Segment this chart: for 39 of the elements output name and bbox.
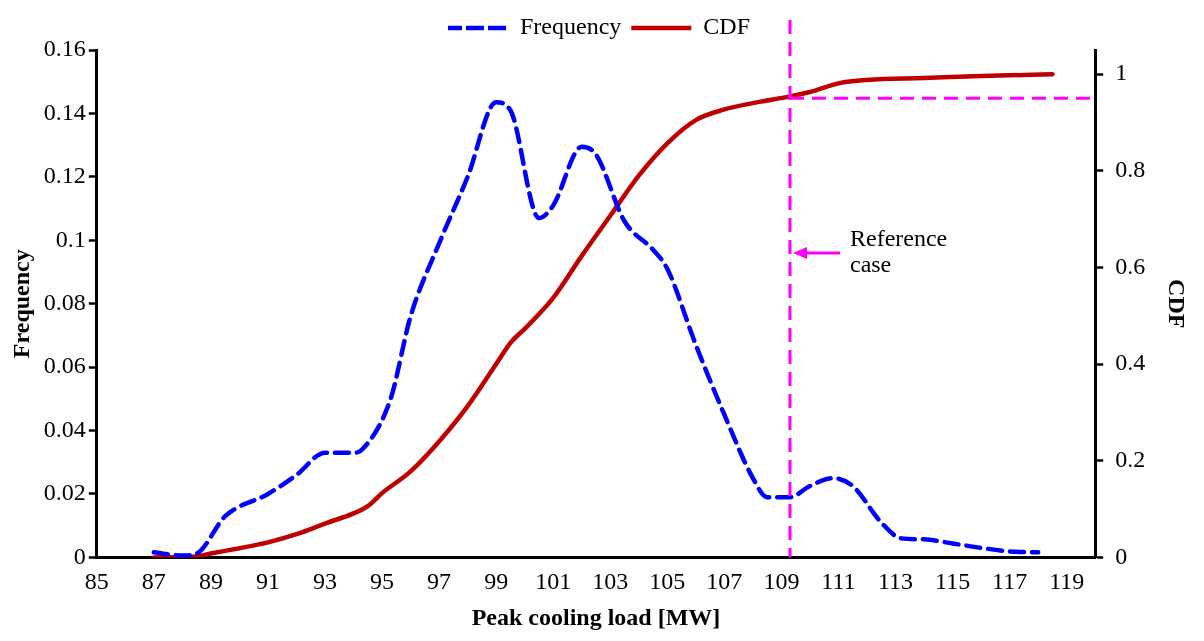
legend-label: CDF (703, 13, 750, 40)
x-tick-label: 119 (1049, 568, 1085, 595)
y-tick-label: 0.1 (55, 225, 86, 252)
x-axis-title: Peak cooling load [MW] (471, 603, 721, 630)
y-tick-label: 0.06 (43, 352, 86, 379)
y-axis-title: Frequency (7, 249, 34, 359)
legend-label: Frequency (520, 13, 622, 40)
x-tick-label: 107 (706, 568, 743, 595)
y-tick-label: 0.08 (43, 289, 86, 315)
y2-tick-label: 1 (1115, 59, 1128, 86)
x-tick-label: 103 (592, 568, 629, 595)
x-tick-label: 115 (935, 568, 971, 595)
y-tick-label: 0.16 (43, 35, 86, 62)
x-tick-label: 97 (427, 568, 452, 595)
x-tick-label: 85 (84, 568, 109, 595)
y-tick-label: 0.04 (43, 415, 86, 442)
y-tick-label: 0.02 (43, 479, 86, 506)
y-tick-label: 0.14 (43, 98, 86, 125)
y2-tick-label: 0.6 (1115, 252, 1146, 279)
y-tick-label: 0.12 (43, 162, 86, 189)
y2-tick-label: 0.8 (1115, 156, 1146, 183)
x-tick-label: 91 (255, 568, 280, 595)
x-tick-label: 105 (649, 568, 686, 595)
x-tick-label: 93 (313, 568, 338, 595)
x-tick-label: 89 (198, 568, 223, 595)
y2-tick-label: 0.4 (1115, 349, 1146, 376)
y2-axis-title: CDF (1164, 279, 1191, 329)
x-tick-label: 111 (821, 568, 856, 595)
x-tick-label: 95 (370, 568, 395, 595)
y-tick-label: 0 (73, 542, 86, 569)
x-tick-label: 117 (992, 568, 1028, 595)
ref-line-label: Reference case (849, 225, 948, 278)
x-tick-label: 87 (141, 568, 166, 595)
y2-tick-label: 0 (1115, 542, 1128, 569)
x-tick-label: 109 (763, 568, 800, 595)
x-tick-label: 101 (535, 568, 572, 595)
x-tick-label: 113 (877, 568, 914, 595)
y2-tick-label: 0.2 (1115, 446, 1146, 473)
x-tick-label: 99 (484, 568, 509, 595)
